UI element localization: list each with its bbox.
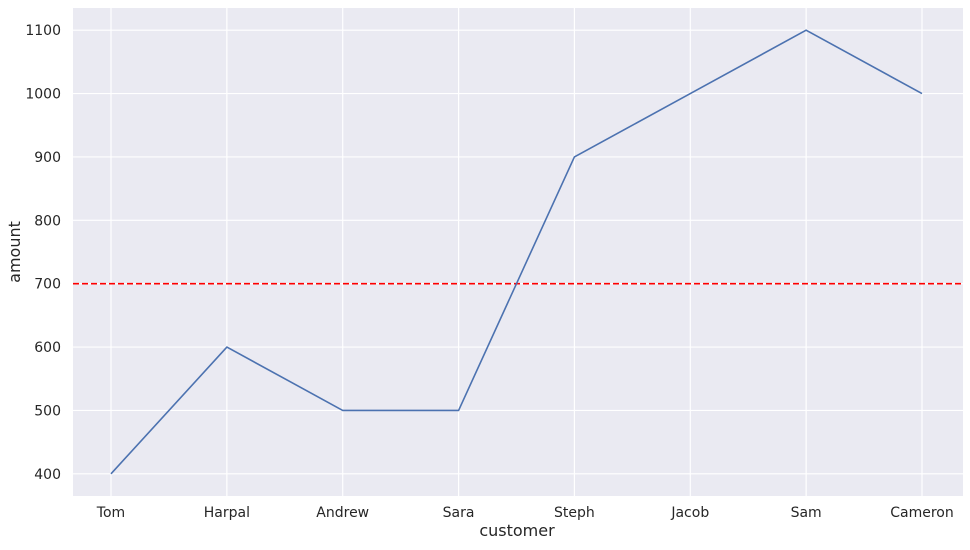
x-tick-label: Harpal — [204, 505, 250, 521]
y-tick-label: 700 — [34, 277, 61, 293]
x-tick-labels: Tom Harpal Andrew Sara Steph Jacob Sam Cameron — [96, 505, 954, 521]
x-tick-label: Steph — [554, 505, 595, 521]
y-tick-label: 1000 — [25, 87, 61, 103]
y-tick-label: 1100 — [25, 23, 61, 39]
y-tick-label: 800 — [34, 213, 61, 229]
plot-area — [73, 8, 963, 496]
y-tick-label: 900 — [34, 150, 61, 166]
x-tick-label: Sara — [443, 505, 475, 521]
y-tick-labels: 400 500 600 700 800 900 1000 1100 — [25, 23, 61, 483]
x-tick-label: Sam — [791, 505, 822, 521]
y-axis-label: amount — [5, 221, 24, 283]
x-tick-label: Cameron — [890, 505, 954, 521]
x-tick-label: Andrew — [316, 505, 369, 521]
x-tick-label: Jacob — [670, 505, 709, 521]
x-axis-label: customer — [479, 521, 555, 540]
x-tick-label: Tom — [96, 505, 125, 521]
series-layer — [110, 29, 923, 475]
y-tick-label: 500 — [34, 403, 61, 419]
y-tick-label: 600 — [34, 340, 61, 356]
series-line — [110, 29, 923, 475]
y-tick-label: 400 — [34, 467, 61, 483]
